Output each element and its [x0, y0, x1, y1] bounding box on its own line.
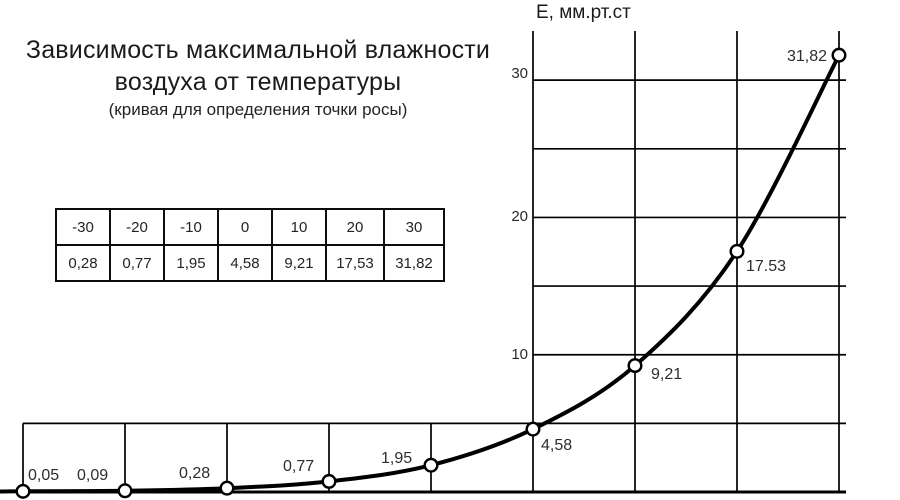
table-cell-humidity: 17,53 [325, 244, 385, 282]
table-cell-temp: -10 [163, 208, 219, 246]
table-cell-temp: 0 [217, 208, 273, 246]
table-cell-temp: 10 [271, 208, 327, 246]
data-point-marker [321, 473, 337, 489]
table-cell-humidity: 31,82 [383, 244, 445, 282]
table-row-humidity: 0,28 0,77 1,95 4,58 9,21 17,53 31,82 [55, 244, 445, 282]
data-point-marker [525, 421, 541, 437]
chart-subtitle: (кривая для определения точки росы) [108, 100, 408, 119]
humidity-table: -30 -20 -10 0 10 20 30 0,28 0,77 1,95 4,… [55, 208, 445, 282]
table-cell-humidity: 1,95 [163, 244, 219, 282]
table-cell-temp: -30 [55, 208, 111, 246]
data-point-marker [15, 483, 31, 499]
table-row-temperature: -30 -20 -10 0 10 20 30 [55, 208, 445, 246]
table-cell-humidity: 9,21 [271, 244, 327, 282]
data-point-marker [831, 47, 847, 63]
y-tick-label-30: 30 [511, 65, 528, 82]
point-label: 0,28 [179, 465, 211, 482]
grid-lines [22, 31, 846, 494]
data-point-marker [219, 480, 235, 496]
table-cell-humidity: 4,58 [217, 244, 273, 282]
table-cell-humidity: 0,28 [55, 244, 111, 282]
data-point-markers [15, 47, 847, 499]
point-label: 31,82 [786, 48, 827, 65]
chart-title-line-1: Зависимость максимальной влажности [25, 36, 491, 64]
chart-title-block: Зависимость максимальной влажности возду… [0, 34, 516, 122]
data-point-marker [423, 457, 439, 473]
data-point-marker [627, 358, 643, 374]
table-cell-humidity: 0,77 [109, 244, 165, 282]
data-point-marker [117, 483, 133, 499]
chart-title-line-2: воздуха от температуры [114, 68, 402, 96]
y-axis-title: Е, мм.рт.ст [536, 2, 631, 23]
table-cell-temp: -20 [109, 208, 165, 246]
table-cell-temp: 30 [383, 208, 445, 246]
point-label: 0,05 [28, 467, 60, 484]
point-label: 17.53 [746, 258, 787, 275]
point-label: 0,09 [77, 467, 109, 484]
point-label: 1,95 [381, 450, 413, 467]
table-cell-temp: 20 [325, 208, 385, 246]
y-tick-label-20: 20 [511, 208, 528, 225]
point-label: 4,58 [541, 437, 573, 454]
point-label: 9,21 [651, 366, 683, 383]
point-label: 0,77 [283, 458, 315, 475]
data-point-marker [729, 243, 745, 259]
y-tick-label-10: 10 [511, 346, 528, 363]
